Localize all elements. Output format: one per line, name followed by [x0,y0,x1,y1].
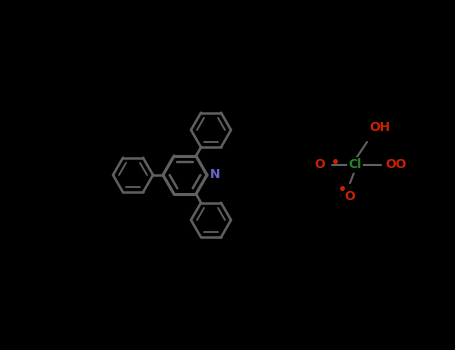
Text: Cl: Cl [349,159,362,172]
Text: OH: OH [369,121,390,134]
Text: O: O [345,190,355,203]
Text: OO: OO [385,159,406,172]
Text: N: N [210,168,220,182]
Text: O: O [314,159,325,172]
